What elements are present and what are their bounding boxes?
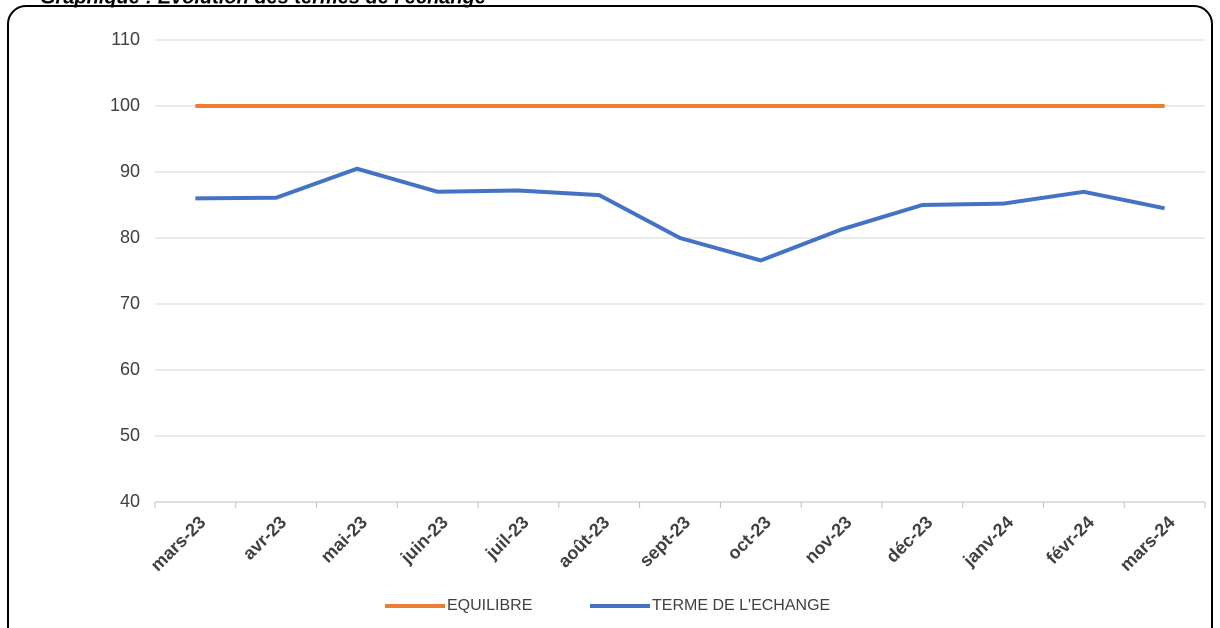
legend-label: EQUILIBRE xyxy=(447,597,532,614)
y-tick-label: 90 xyxy=(120,161,140,181)
legend-label: TERME DE L'ECHANGE xyxy=(652,597,830,614)
y-tick-label: 60 xyxy=(120,359,140,379)
x-tick-label: avr-23 xyxy=(239,512,291,564)
x-tick-label: juin-23 xyxy=(396,512,452,568)
x-tick-label: juil-23 xyxy=(481,512,533,564)
x-tick-label: mai-23 xyxy=(317,512,371,566)
x-tick-label: sept-23 xyxy=(635,512,694,571)
y-tick-label: 80 xyxy=(120,227,140,247)
x-tick-label: déc-23 xyxy=(882,512,936,566)
chart-frame xyxy=(7,5,1213,628)
y-tick-label: 50 xyxy=(120,425,140,445)
y-tick-label: 70 xyxy=(120,293,140,313)
y-tick-label: 100 xyxy=(110,95,140,115)
x-tick-label: nov-23 xyxy=(801,512,856,567)
x-tick-label: mars-24 xyxy=(1116,512,1179,575)
series-line xyxy=(195,166,1166,263)
y-tick-label: 40 xyxy=(120,491,140,511)
x-tick-label: août-23 xyxy=(554,512,613,571)
x-tick-label: janv-24 xyxy=(959,512,1018,571)
x-tick-label: mars-23 xyxy=(147,512,210,575)
x-tick-label: oct-23 xyxy=(723,512,775,564)
x-tick-label: févr-24 xyxy=(1042,512,1098,568)
y-tick-label: 110 xyxy=(111,29,140,49)
chart-title: Graphique : Evolution des termes de l'éc… xyxy=(40,0,486,8)
